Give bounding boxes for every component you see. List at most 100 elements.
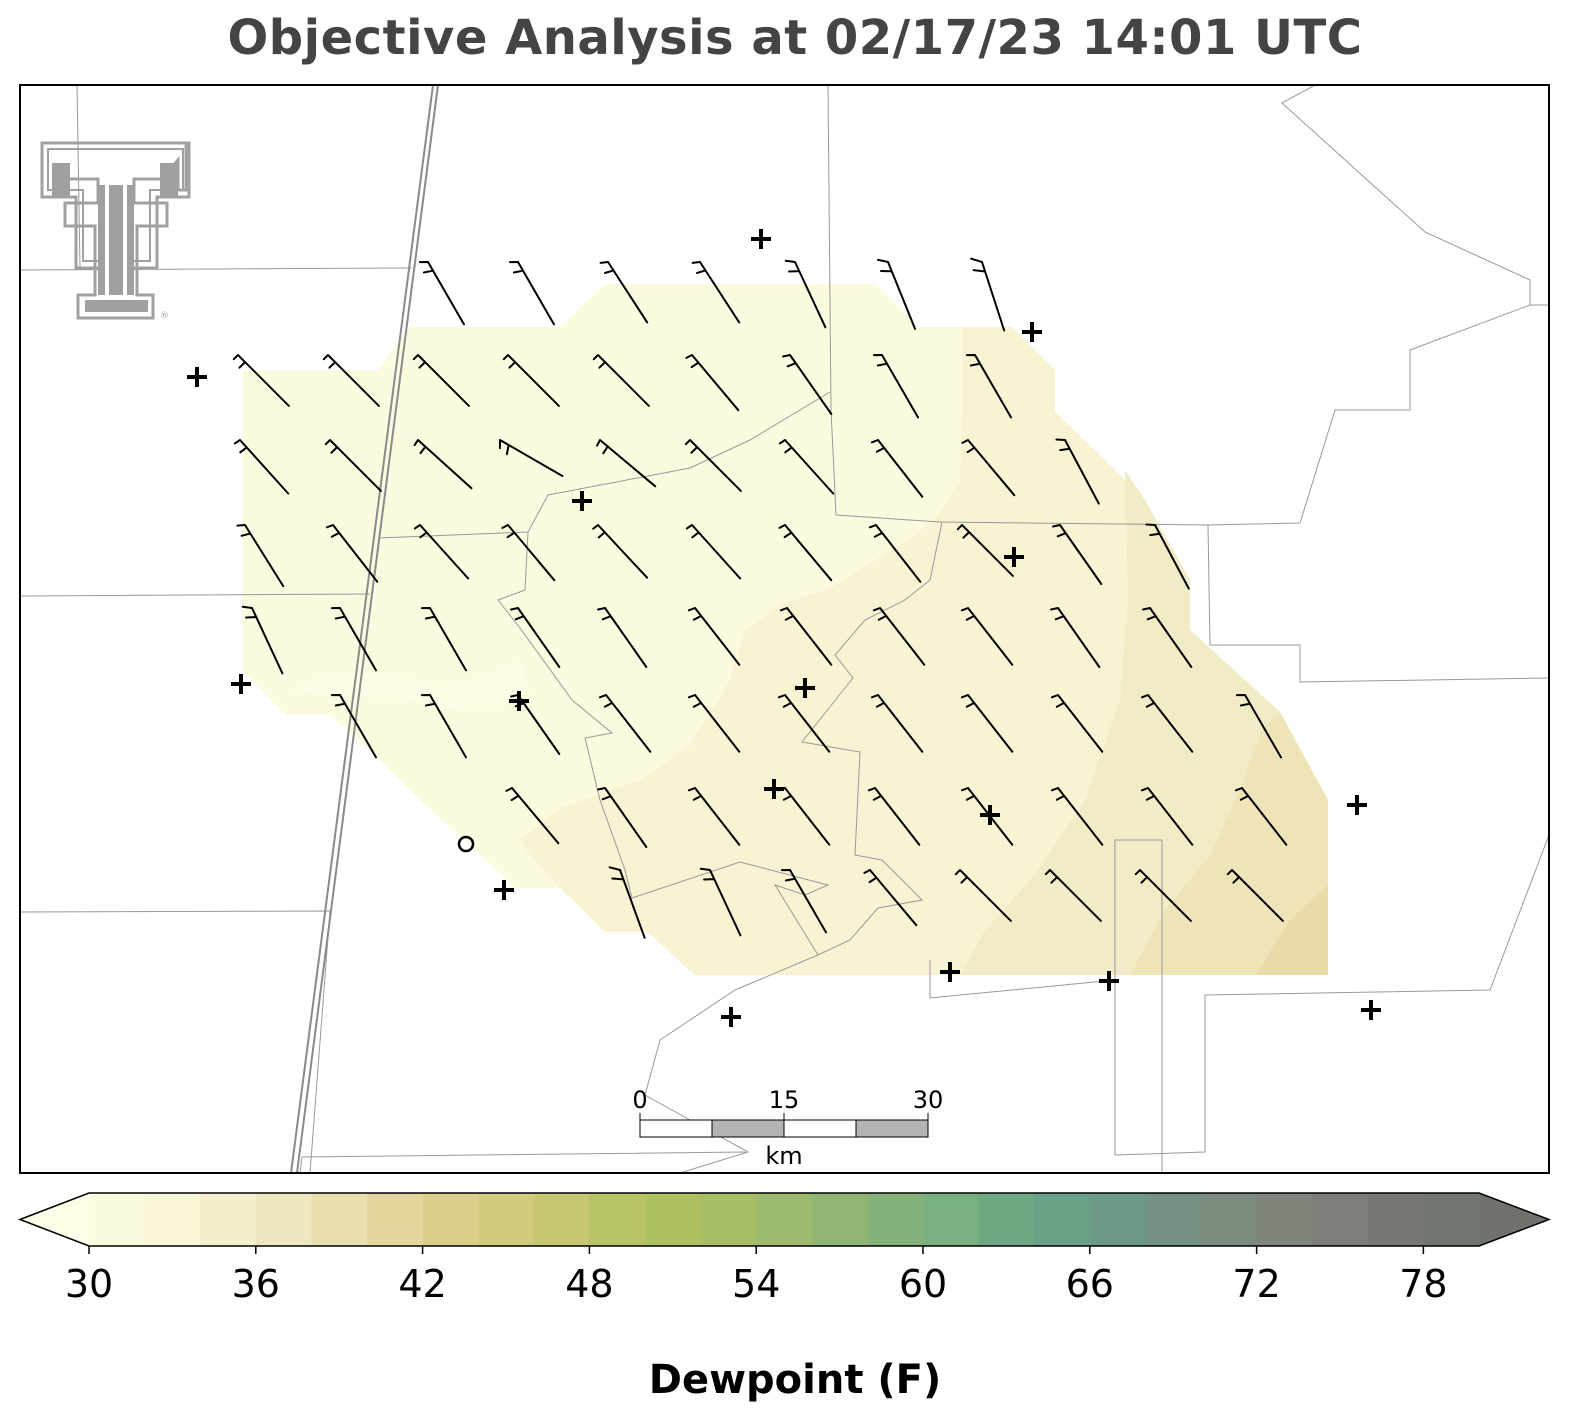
wind-barb (592, 354, 650, 407)
wind-barb (870, 694, 924, 753)
scale-bar-segment (711, 1119, 785, 1138)
station-marker (764, 779, 784, 799)
colorbar-swatch (1145, 1193, 1202, 1246)
wind-barb (1050, 787, 1104, 846)
wind-barb (1142, 607, 1193, 668)
colorbar-swatch (867, 1193, 924, 1246)
colorbar-tick-label: 30 (65, 1262, 113, 1306)
wind-barb (599, 261, 649, 324)
wind-barb (778, 439, 835, 495)
wind-barb (961, 439, 1016, 497)
wind-barb (592, 524, 649, 579)
colorbar-swatch (1423, 1193, 1480, 1246)
wind-barb (1140, 787, 1194, 846)
colorbar-swatch (700, 1193, 757, 1246)
scale-bar-unit: km (765, 1142, 802, 1170)
wind-barb (322, 354, 380, 407)
map-frame (19, 84, 1550, 1174)
wind-barb (687, 607, 741, 666)
dewpoint-field (242, 284, 1328, 975)
wind-barb (598, 694, 652, 753)
wind-barb (784, 259, 827, 329)
wind-barb (608, 866, 646, 939)
colorbar-swatch (200, 1193, 257, 1246)
wind-barb (420, 607, 467, 672)
wind-barb (596, 439, 657, 488)
colorbar-label: Dewpoint (F) (648, 1357, 942, 1403)
wind-barb (687, 787, 741, 846)
wind-barb (954, 869, 1012, 922)
wind-barb-grid (232, 257, 1288, 939)
station-marker (1004, 547, 1024, 567)
wind-barb (691, 261, 741, 324)
wind-barb (241, 605, 284, 675)
state-boundary-line (290, 85, 439, 1173)
wind-barb (685, 524, 742, 580)
colorbar-swatch (1312, 1193, 1369, 1246)
station-marker (1361, 1000, 1381, 1020)
station-marker (231, 674, 251, 694)
colorbar-extend-high (1479, 1193, 1549, 1246)
wind-barb (778, 524, 833, 582)
colorbar-tick-label: 36 (232, 1262, 280, 1306)
colorbar-swatch (1256, 1193, 1313, 1246)
wind-barb (965, 354, 1012, 419)
wind-barb (330, 694, 377, 759)
colorbar-swatch (978, 1193, 1035, 1246)
dewpoint-light-patch (290, 660, 530, 708)
scale-bar-label: 0 (632, 1086, 647, 1114)
colorbar-swatch (255, 1193, 312, 1246)
station-marker (751, 229, 771, 249)
wind-barb (1235, 694, 1282, 759)
station-marker (572, 491, 592, 511)
texas-tech-double-t-logo (40, 141, 191, 320)
wind-barb (863, 869, 918, 927)
wind-barb (960, 694, 1014, 753)
colorbar-swatch (311, 1193, 368, 1246)
colorbar-tick-label: 54 (732, 1262, 780, 1306)
wind-barb (877, 258, 916, 330)
wind-barb (232, 354, 290, 407)
colorbar-swatch (1367, 1193, 1424, 1246)
wind-barb (233, 439, 290, 495)
wind-barb (970, 257, 1006, 332)
station-marker (1099, 971, 1119, 991)
wind-barb (1050, 607, 1101, 668)
wind-barb (1050, 694, 1104, 753)
wind-barb (505, 787, 560, 845)
colorbar-swatch (1089, 1193, 1146, 1246)
colorbar-tick-label: 60 (899, 1262, 947, 1306)
scale-bar-segment (855, 1119, 929, 1138)
colorbar-swatch (811, 1193, 868, 1246)
station-marker (494, 880, 514, 900)
colorbar-tick-label: 72 (1232, 1262, 1280, 1306)
wind-barb (960, 607, 1014, 666)
wind-barb (1052, 524, 1103, 585)
wind-barb (413, 524, 470, 580)
wind-barb (502, 354, 560, 407)
station-marker (1347, 795, 1367, 815)
colorbar-swatch (144, 1193, 201, 1246)
wind-barb (699, 867, 742, 937)
wind-barb (1226, 869, 1284, 922)
wind-barb (777, 694, 831, 753)
station-marker (980, 805, 1000, 825)
wind-barb (330, 607, 377, 672)
map-title: Objective Analysis at 02/17/23 14:01 UTC (227, 10, 1363, 66)
colorbar-swatch (645, 1193, 702, 1246)
wind-barb (236, 524, 285, 588)
station-marker (509, 691, 529, 711)
wind-barb (1140, 694, 1194, 753)
scale-bar: 0 15 30 km (632, 1086, 943, 1170)
colorbar-tick-label: 42 (398, 1262, 446, 1306)
wind-barb (1044, 869, 1102, 922)
wind-barb (597, 787, 648, 848)
wind-barb (956, 524, 1014, 577)
colorbar-tick-label: 48 (565, 1262, 613, 1306)
station-marker (795, 678, 815, 698)
wind-barb (780, 869, 827, 934)
wind-barb (684, 439, 742, 492)
wind-barb (870, 439, 924, 498)
wind-barb (685, 354, 740, 412)
